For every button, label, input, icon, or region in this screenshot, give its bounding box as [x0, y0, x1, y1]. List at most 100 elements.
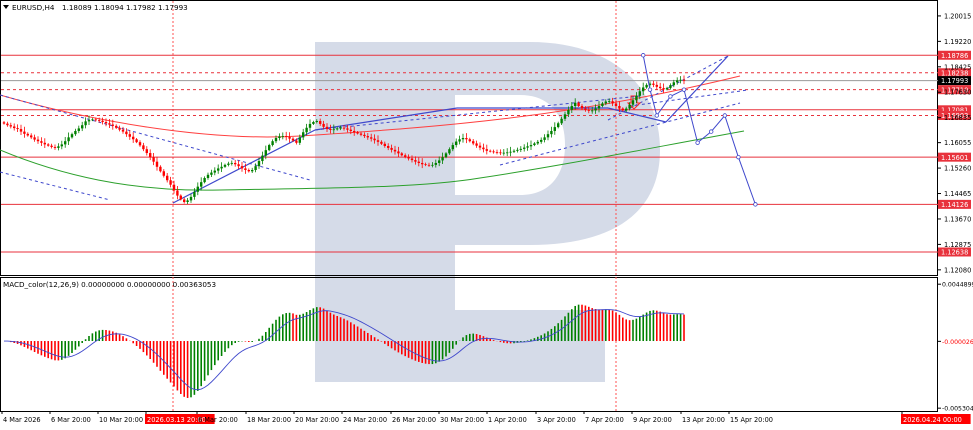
- candle: [217, 164, 220, 174]
- price-level-badge: [938, 199, 971, 209]
- price-tick-label: 1.19220: [944, 38, 971, 46]
- candle: [540, 137, 543, 144]
- candle: [570, 102, 573, 113]
- price-level-badge: [938, 152, 971, 162]
- candle: [176, 185, 179, 200]
- forecast-point: [681, 87, 687, 92]
- candle: [50, 143, 53, 149]
- candle: [118, 125, 121, 132]
- candle: [183, 197, 186, 204]
- candle: [502, 149, 505, 156]
- candle: [529, 140, 533, 150]
- candle: [635, 92, 638, 104]
- candle: [298, 134, 301, 146]
- candle: [206, 172, 210, 180]
- channel-line: [629, 89, 749, 107]
- candle: [111, 119, 114, 130]
- candle: [193, 188, 196, 200]
- candle: [533, 142, 536, 147]
- candle: [6, 121, 9, 127]
- candle: [390, 144, 393, 153]
- candle: [315, 119, 318, 124]
- candle: [492, 149, 495, 154]
- candle: [74, 128, 77, 136]
- price-level-badge: [938, 111, 971, 121]
- time-tick-label: 6 Mar 20:00: [198, 416, 238, 424]
- price-level-label: 1.14126: [941, 201, 968, 209]
- candle: [407, 154, 410, 161]
- candle: [101, 117, 104, 125]
- candle: [87, 115, 91, 125]
- candle: [468, 137, 471, 143]
- candle: [359, 131, 363, 137]
- candle: [196, 182, 199, 196]
- candle: [618, 101, 621, 113]
- time-label-badge: [901, 414, 971, 424]
- macd-tick-label: -0.000026: [942, 339, 973, 346]
- trend-lines: [0, 55, 749, 204]
- candle: [40, 137, 43, 146]
- candle: [550, 126, 553, 138]
- candle: [47, 143, 50, 147]
- candle: [417, 157, 420, 167]
- candle: [438, 156, 441, 167]
- candle: [563, 111, 567, 122]
- candle: [288, 132, 291, 143]
- candle: [302, 128, 305, 141]
- candle: [26, 132, 29, 137]
- candle: [138, 140, 142, 147]
- price-level-label: 1.15601: [941, 154, 968, 162]
- candle: [441, 152, 444, 165]
- candle: [121, 126, 125, 134]
- candle: [604, 99, 607, 106]
- price-panel[interactable]: [0, 0, 938, 276]
- candle: [645, 83, 648, 89]
- candle: [499, 149, 502, 156]
- time-tick-label: 4 Mar 2026: [3, 416, 41, 424]
- forecast-line[interactable]: [642, 55, 756, 205]
- candle: [339, 125, 342, 131]
- candle: [125, 128, 128, 137]
- macd-panel[interactable]: [0, 277, 938, 412]
- candle: [495, 149, 499, 155]
- candle: [621, 107, 624, 112]
- price-tick-label: 1.16835: [944, 114, 971, 122]
- candle: [271, 139, 274, 147]
- candle: [655, 81, 658, 90]
- candle: [546, 130, 550, 141]
- candle: [23, 126, 26, 138]
- candle: [77, 125, 80, 134]
- candle: [638, 87, 641, 100]
- candle: [336, 126, 339, 131]
- candle: [356, 130, 359, 135]
- candle: [281, 132, 284, 140]
- candle: [254, 163, 257, 173]
- candle: [227, 161, 230, 167]
- macd-tick-label: -0.0053045: [942, 406, 973, 413]
- candle: [43, 138, 46, 149]
- candle: [244, 163, 247, 174]
- candle: [285, 131, 288, 141]
- candle: [383, 141, 386, 148]
- price-level-label: 1.17710: [941, 86, 968, 94]
- candle: [424, 162, 427, 167]
- triangle-down-icon[interactable]: [3, 5, 9, 9]
- forecast-point: [647, 87, 653, 92]
- time-tick-label: 6 Mar 20:00: [51, 416, 91, 424]
- candles: [2, 75, 686, 204]
- time-tick-label: 9 Apr 20:00: [633, 416, 672, 424]
- symbol-title: EURUSD,H4: [12, 3, 55, 12]
- macd-signal-line: [3, 309, 685, 391]
- candle: [64, 136, 67, 148]
- candle: [400, 152, 403, 157]
- candle: [291, 137, 295, 142]
- time-tick-label: 30 Mar 20:00: [440, 416, 484, 424]
- candle: [33, 134, 36, 142]
- time-tick-label: 10 Mar 20:00: [99, 416, 143, 424]
- candle: [169, 176, 172, 188]
- candle: [329, 124, 332, 134]
- candle: [230, 160, 233, 166]
- candle: [414, 156, 417, 165]
- candle: [94, 117, 97, 122]
